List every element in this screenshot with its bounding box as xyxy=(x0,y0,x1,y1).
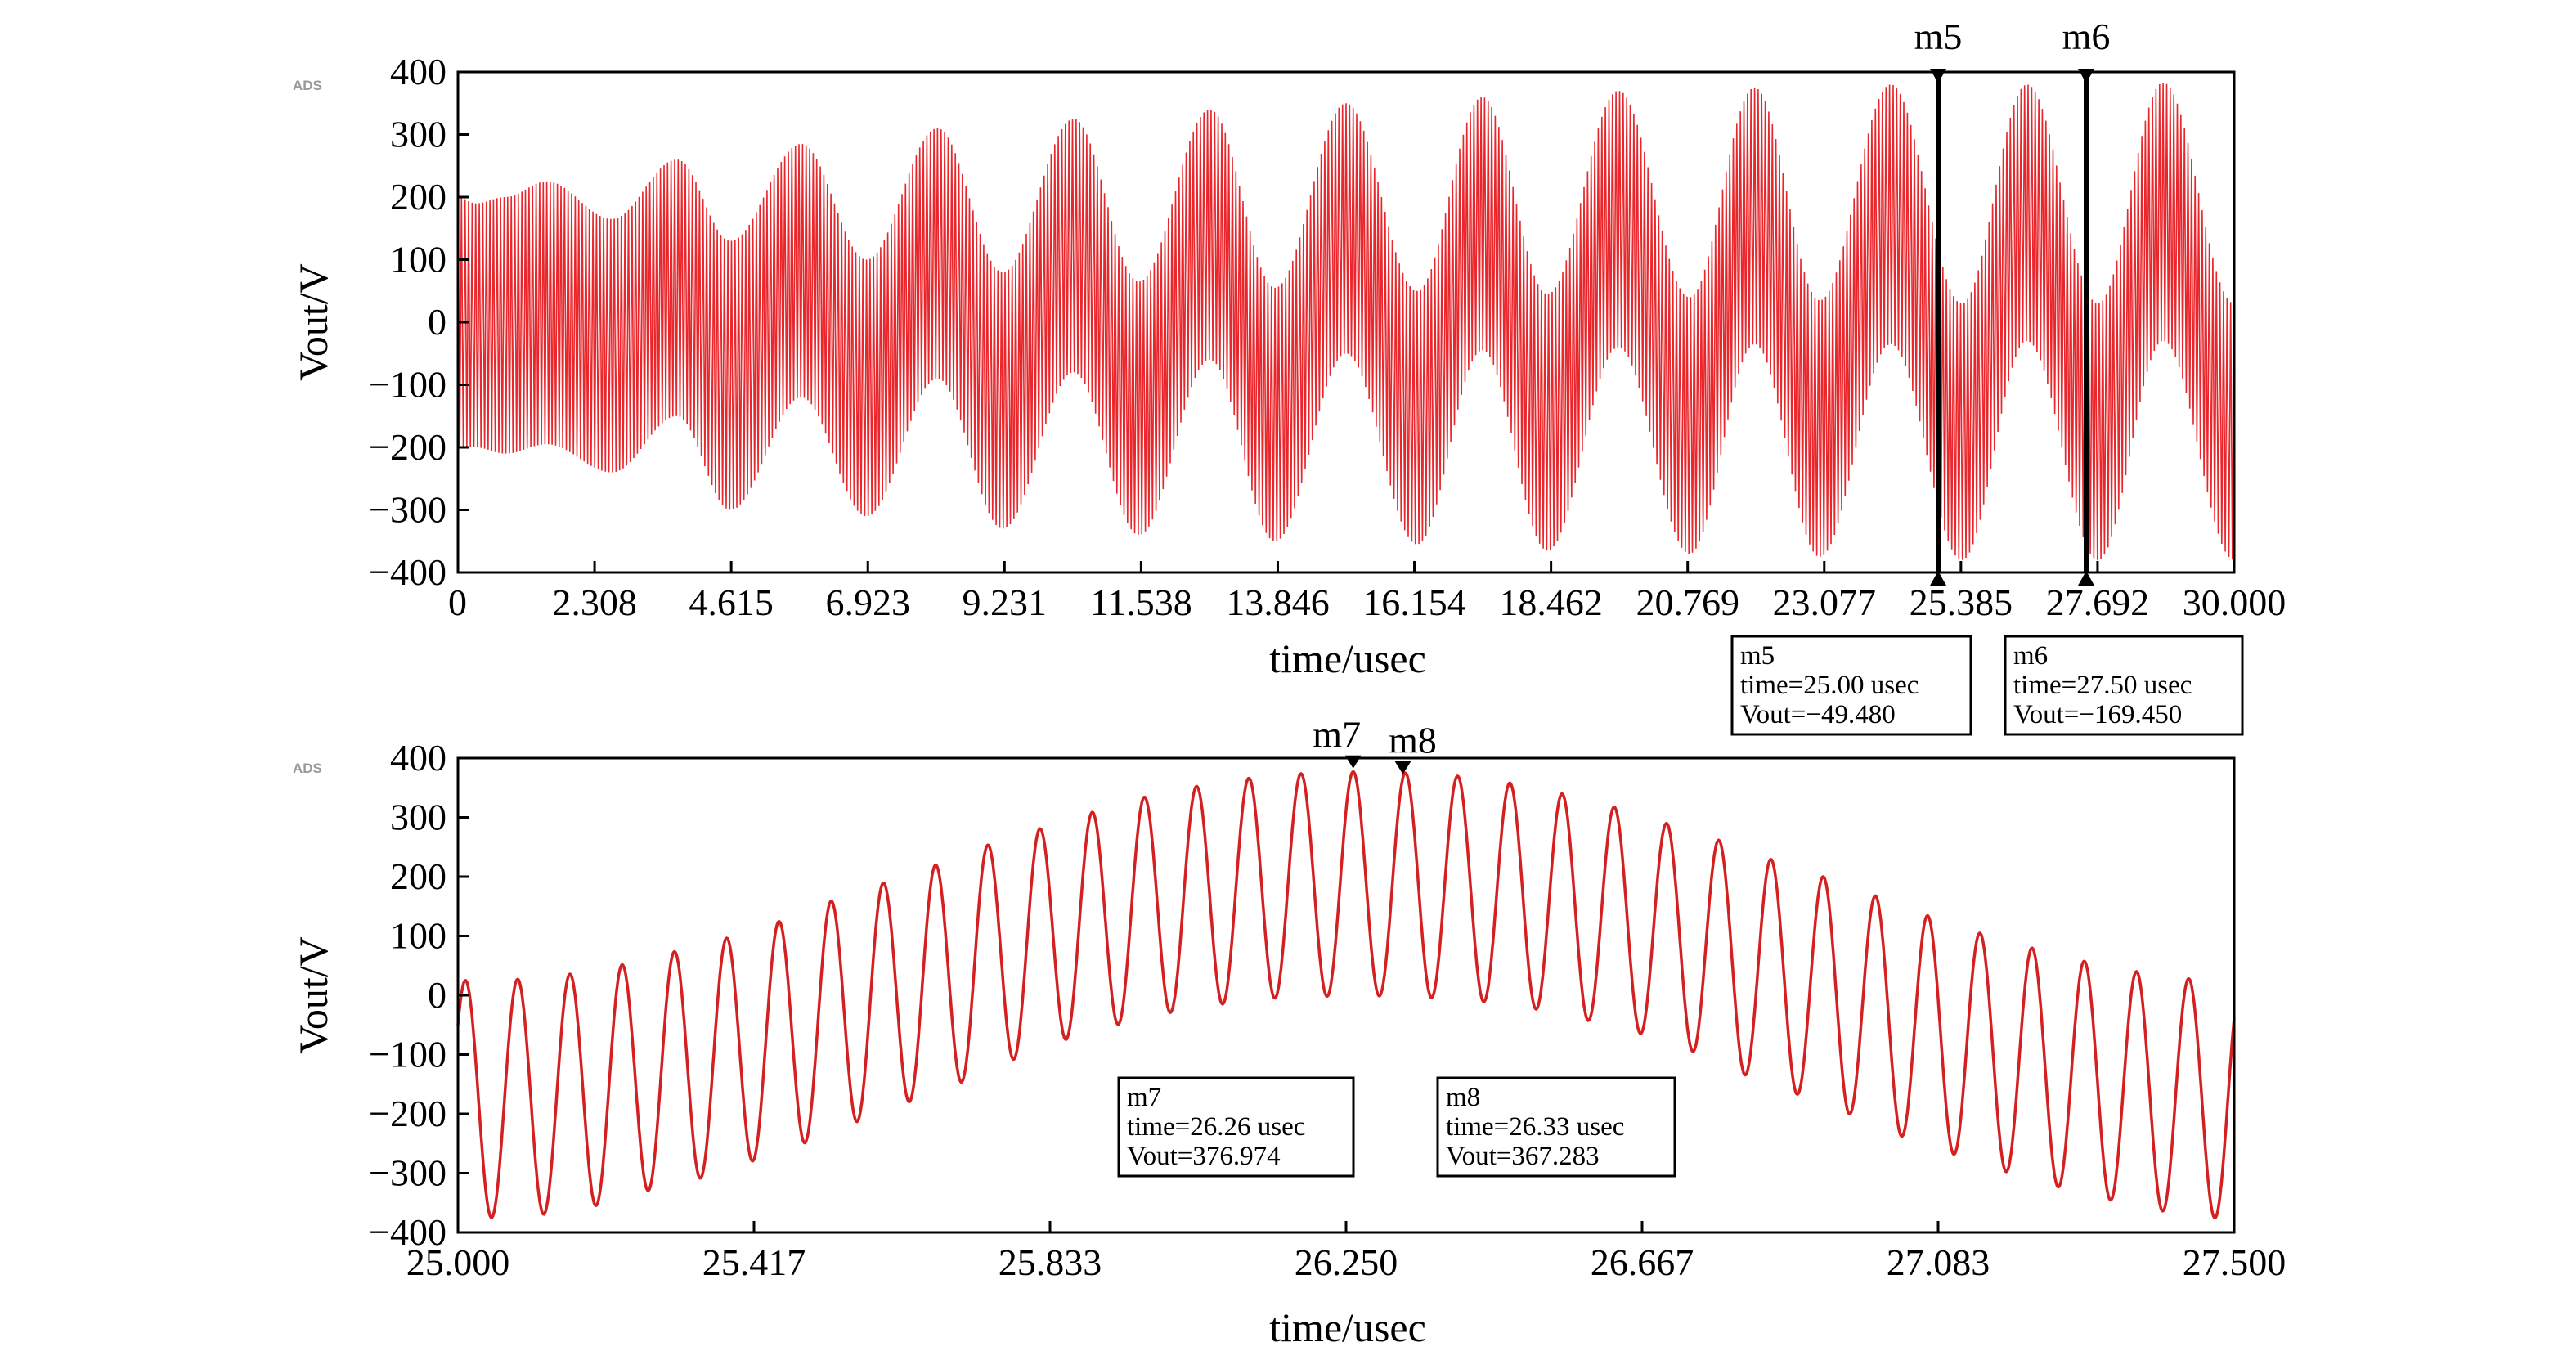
top-y-tick-label: −400 xyxy=(369,551,447,593)
top-x-axis-label: time/usec xyxy=(1269,635,1426,681)
marker-readout-m5-value: Vout=−49.480 xyxy=(1740,700,1896,729)
marker-readout-m7: m7 time=26.26 usec Vout=376.974 xyxy=(1117,1076,1355,1178)
bottom-ads-logo: ADS xyxy=(293,761,322,776)
marker-readout-m7-name: m7 xyxy=(1127,1083,1161,1112)
marker-readout-m7-box xyxy=(1117,1076,1355,1178)
marker-m8-triangle xyxy=(1394,761,1411,774)
top-y-ticks: 400 300 200 100 0 −100 −200 −300 −400 xyxy=(369,51,469,593)
top-y-tick-label: −300 xyxy=(369,489,447,531)
top-x-tick-label: 6.923 xyxy=(825,581,910,623)
bottom-y-ticks: 400 300 200 100 0 −100 −200 −300 −400 xyxy=(369,737,469,1253)
top-y-tick-label: 300 xyxy=(390,114,447,155)
marker-m6-label: m6 xyxy=(2062,16,2111,57)
marker-readout-m6-value: Vout=−169.450 xyxy=(2013,700,2182,729)
bot-series-line xyxy=(456,770,2236,1219)
top-x-tick-label: 11.538 xyxy=(1090,581,1192,623)
bot-x-tick-label: 25.000 xyxy=(406,1241,510,1283)
marker-readout-m5-name: m5 xyxy=(1740,641,1775,671)
bot-y-tick-label: −400 xyxy=(369,1211,447,1253)
top-y-axis-label: Vout/V xyxy=(290,263,336,381)
bottom-x-ticks: 25.000 25.417 25.833 26.250 26.667 27.083 27.5… xyxy=(406,1221,2287,1283)
marker-m6-bottom-triangle xyxy=(2078,571,2094,586)
top-y-tick-label: 0 xyxy=(428,301,447,343)
top-chart: ADS m5 m6 400 300 200 100 0 −100 −200 −300 −400 0… xyxy=(290,16,2286,736)
bot-y-tick-label: 100 xyxy=(390,915,447,957)
marker-readout-m7-time: time=26.26 usec xyxy=(1127,1112,1305,1142)
marker-readout-m5: m5 time=25.00 usec Vout=−49.480 xyxy=(1730,635,1972,736)
bot-y-tick-label: 200 xyxy=(390,855,447,897)
bot-y-tick-label: 400 xyxy=(390,737,447,779)
top-x-tick-label: 16.154 xyxy=(1362,581,1466,623)
top-x-tick-label: 2.308 xyxy=(552,581,637,623)
marker-readout-m6: m6 time=27.50 usec Vout=−169.450 xyxy=(2004,635,2244,736)
top-x-tick-label: 20.769 xyxy=(1636,581,1739,623)
marker-readout-m8-box xyxy=(1436,1076,1676,1178)
top-x-tick-label: 30.000 xyxy=(2183,581,2287,623)
bot-y-tick-label: −300 xyxy=(369,1152,447,1194)
top-series-line xyxy=(457,82,2235,560)
top-y-tick-label: −100 xyxy=(369,364,447,406)
marker-readout-m6-box xyxy=(2004,635,2244,736)
top-x-tick-label: 0 xyxy=(448,581,467,623)
top-series xyxy=(457,82,2235,560)
top-x-tick-label: 13.846 xyxy=(1226,581,1330,623)
marker-readout-m7-value: Vout=376.974 xyxy=(1127,1142,1281,1171)
marker-readout-m8-time: time=26.33 usec xyxy=(1446,1112,1624,1142)
bot-y-tick-label: 0 xyxy=(428,974,447,1016)
top-x-ticks: 0 2.308 4.615 6.923 9.231 11.538 13.846 16.154 1… xyxy=(448,561,2286,623)
marker-m5-label: m5 xyxy=(1914,16,1963,57)
bot-x-tick-label: 25.833 xyxy=(999,1241,1102,1283)
marker-readout-m5-time: time=25.00 usec xyxy=(1740,671,1919,700)
marker-readout-m8-name: m8 xyxy=(1446,1083,1480,1112)
top-markers: m5 m6 xyxy=(1914,16,2111,586)
top-x-tick-label: 4.615 xyxy=(689,581,774,623)
bot-y-tick-label: 300 xyxy=(390,797,447,838)
marker-readout-m8: m8 time=26.33 usec Vout=367.283 xyxy=(1436,1076,1676,1178)
bot-x-tick-label: 26.667 xyxy=(1591,1241,1694,1283)
bottom-series xyxy=(456,770,2236,1219)
top-x-tick-label: 25.385 xyxy=(1910,581,2013,623)
bot-x-tick-label: 26.250 xyxy=(1295,1241,1398,1283)
bot-x-tick-label: 25.417 xyxy=(702,1241,806,1283)
top-y-tick-label: 200 xyxy=(390,176,447,218)
top-x-tick-label: 18.462 xyxy=(1499,581,1603,623)
top-y-tick-label: −200 xyxy=(369,426,447,468)
top-x-tick-label: 23.077 xyxy=(1773,581,1877,623)
marker-readout-m8-value: Vout=367.283 xyxy=(1446,1142,1600,1171)
bottom-chart: ADS m7 m8 400 300 200 100 0 −100 −200 −300 −400 2… xyxy=(290,714,2286,1350)
marker-readout-m6-name: m6 xyxy=(2013,641,2048,671)
bot-x-tick-label: 27.083 xyxy=(1887,1241,1990,1283)
marker-m7-label: m7 xyxy=(1313,714,1361,756)
bot-x-tick-label: 27.500 xyxy=(2183,1241,2287,1283)
top-y-tick-label: 100 xyxy=(390,239,447,281)
marker-readout-m6-time: time=27.50 usec xyxy=(2013,671,2192,700)
top-ads-logo: ADS xyxy=(293,78,322,93)
marker-m8-label: m8 xyxy=(1389,720,1437,761)
marker-readout-m5-box xyxy=(1730,635,1972,736)
bottom-markers: m7 m8 xyxy=(1313,714,1437,774)
top-x-tick-label: 9.231 xyxy=(963,581,1048,623)
bottom-y-axis-label: Vout/V xyxy=(290,936,336,1054)
bot-y-tick-label: −100 xyxy=(369,1034,447,1075)
marker-m5-bottom-triangle xyxy=(1930,571,1946,586)
top-y-tick-label: 400 xyxy=(390,51,447,92)
top-x-tick-label: 27.692 xyxy=(2046,581,2150,623)
bottom-x-axis-label: time/usec xyxy=(1269,1304,1426,1350)
bot-y-tick-label: −200 xyxy=(369,1093,447,1134)
